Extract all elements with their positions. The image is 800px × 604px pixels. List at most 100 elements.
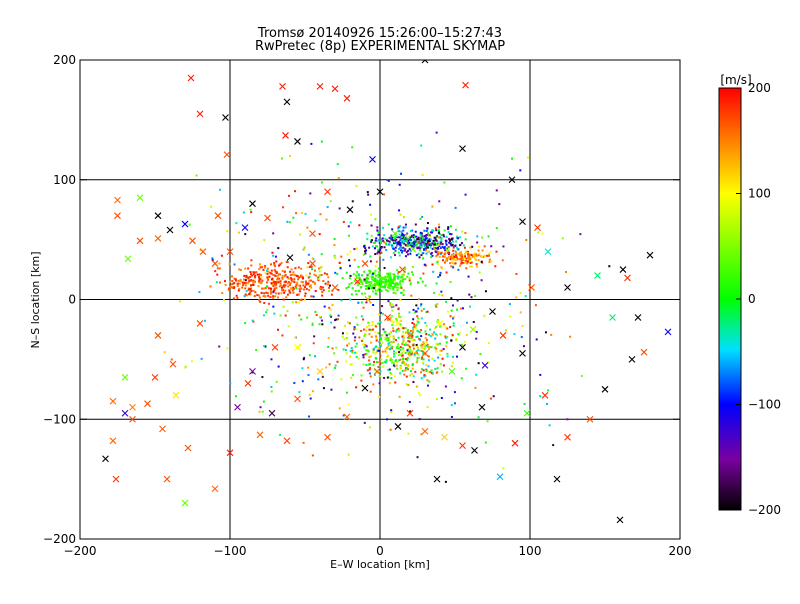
data-point-dot: [368, 426, 371, 429]
data-point-dot: [276, 278, 279, 281]
data-point-dot: [440, 241, 443, 244]
data-point-dot: [435, 305, 438, 308]
data-point-dot: [324, 282, 327, 285]
data-point-dot: [415, 235, 418, 238]
colorbar-tick-label: −100: [748, 398, 781, 412]
data-point-dot: [383, 286, 386, 289]
data-point-dot: [392, 273, 395, 276]
data-point-dot: [286, 220, 289, 223]
data-point-dot: [235, 294, 238, 297]
data-point-dot: [377, 248, 380, 251]
data-point-dot: [385, 359, 388, 362]
data-point-dot: [413, 326, 416, 329]
data-point-dot: [436, 367, 439, 370]
data-point-cross: [594, 272, 601, 279]
data-point-dot: [490, 245, 493, 248]
data-point-dot: [523, 402, 526, 405]
data-point-dot: [273, 282, 276, 285]
data-point-dot: [400, 246, 403, 249]
data-point-dot: [226, 347, 229, 350]
data-point-dot: [394, 275, 397, 278]
data-point-dot: [409, 410, 412, 413]
data-point-dot: [419, 244, 422, 247]
data-point-dot: [395, 351, 398, 354]
data-point-dot: [386, 319, 389, 322]
data-point-dot: [407, 344, 410, 347]
data-point-dot: [393, 375, 396, 378]
data-point-dot: [264, 266, 267, 269]
data-point-dot: [449, 262, 452, 265]
data-point-dot: [392, 282, 395, 285]
data-point-dot: [258, 410, 261, 413]
data-point-dot: [388, 331, 391, 334]
data-point-dot: [230, 275, 233, 278]
data-point-dot: [404, 341, 407, 344]
data-point-dot: [418, 418, 421, 421]
data-point-dot: [397, 277, 400, 280]
data-point-dot: [548, 424, 551, 427]
data-point-dot: [411, 339, 414, 342]
data-point-dot: [467, 275, 470, 278]
data-point-dot: [333, 243, 336, 246]
data-point-dot: [459, 307, 462, 310]
data-point-dot: [413, 238, 416, 241]
data-point-dot: [426, 244, 429, 247]
data-point-dot: [411, 273, 414, 276]
data-point-dot: [400, 285, 403, 288]
data-point-dot: [409, 230, 412, 233]
data-point-dot: [254, 271, 257, 274]
data-point-dot: [351, 200, 354, 203]
data-point-dot: [425, 234, 428, 237]
data-point-dot: [199, 249, 202, 252]
data-point-dot: [421, 358, 424, 361]
data-point-dot: [392, 321, 395, 324]
data-point-dot: [390, 315, 393, 318]
data-point-dot: [281, 288, 284, 291]
data-point-dot: [415, 361, 418, 364]
data-point-dot: [439, 333, 442, 336]
data-point-dot: [295, 274, 298, 277]
data-point-dot: [380, 337, 383, 340]
data-point-dot: [387, 273, 390, 276]
data-point-cross: [499, 332, 507, 339]
data-point-dot: [345, 391, 348, 394]
data-point-dot: [327, 345, 330, 348]
data-point-dot: [259, 296, 262, 299]
data-point-cross: [459, 145, 466, 153]
data-point-dot: [422, 358, 425, 361]
data-point-dot: [416, 456, 419, 459]
data-point-dot: [439, 342, 442, 345]
data-point-cross: [112, 475, 120, 483]
data-point-dot: [351, 146, 354, 149]
data-point-dot: [475, 265, 478, 268]
data-point-dot: [372, 286, 375, 289]
data-point-dot: [317, 378, 320, 381]
data-point-dot: [297, 266, 300, 269]
data-point-dot: [288, 291, 291, 294]
data-point-dot: [287, 325, 290, 328]
data-point-dot: [408, 345, 411, 348]
data-point-dot: [437, 229, 440, 232]
data-point-dot: [369, 390, 372, 393]
data-point-dot: [399, 243, 402, 246]
data-point-dot: [406, 367, 409, 370]
data-point-dot: [385, 249, 388, 252]
data-point-dot: [270, 269, 273, 272]
data-point-dot: [397, 347, 400, 350]
data-point-dot: [434, 227, 437, 230]
data-point-dot: [363, 270, 366, 273]
data-point-dot: [450, 244, 453, 247]
data-point-dot: [393, 273, 396, 276]
data-point-cross: [223, 151, 231, 158]
data-point-dot: [402, 289, 405, 292]
data-point-dot: [399, 358, 402, 361]
data-point-dot: [402, 347, 405, 350]
data-point-dot: [345, 287, 348, 290]
data-point-dot: [399, 246, 402, 249]
data-point-dot: [378, 382, 381, 385]
data-point-dot: [449, 255, 452, 258]
data-point-dot: [428, 345, 431, 348]
data-point-dot: [364, 252, 367, 255]
data-point-dot: [409, 282, 412, 285]
data-point-dot: [455, 240, 458, 243]
